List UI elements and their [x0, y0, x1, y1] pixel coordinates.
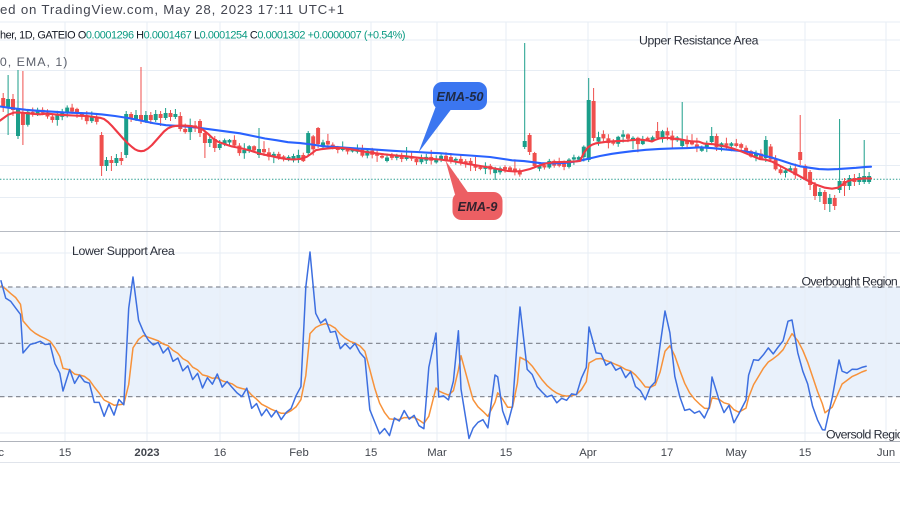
- svg-text:15: 15: [500, 447, 513, 459]
- svg-text:EMA-50: EMA-50: [437, 89, 484, 104]
- svg-text:15: 15: [59, 447, 72, 459]
- svg-text:EMA-9: EMA-9: [458, 199, 499, 214]
- svg-text:15: 15: [799, 447, 812, 459]
- svg-text:May: May: [725, 447, 747, 459]
- svg-text:Dec: Dec: [0, 447, 4, 459]
- svg-text:Oversold Region: Oversold Region: [826, 428, 900, 442]
- svg-text:Lower Support Area: Lower Support Area: [72, 244, 175, 258]
- svg-text:15: 15: [365, 447, 378, 459]
- svg-text:Mar: Mar: [427, 447, 447, 459]
- svg-text:50, EMA, 1): 50, EMA, 1): [0, 55, 68, 69]
- svg-text:Feb: Feb: [289, 447, 308, 459]
- svg-text:Apr: Apr: [579, 447, 597, 459]
- svg-text:Upper Resistance Area: Upper Resistance Area: [639, 34, 759, 48]
- svg-text:Jun: Jun: [877, 447, 895, 459]
- svg-text:her, 1D, GATEIO O0.0001296 H0: her, 1D, GATEIO O0.0001296 H0.0001467 L0…: [0, 30, 405, 42]
- svg-text:Overbought Region: Overbought Region: [802, 275, 898, 289]
- svg-text:2023: 2023: [134, 447, 159, 459]
- svg-text:ed on TradingView.com, May 28,: ed on TradingView.com, May 28, 2023 17:1…: [0, 2, 345, 17]
- svg-text:16: 16: [214, 447, 227, 459]
- svg-text:17: 17: [661, 447, 674, 459]
